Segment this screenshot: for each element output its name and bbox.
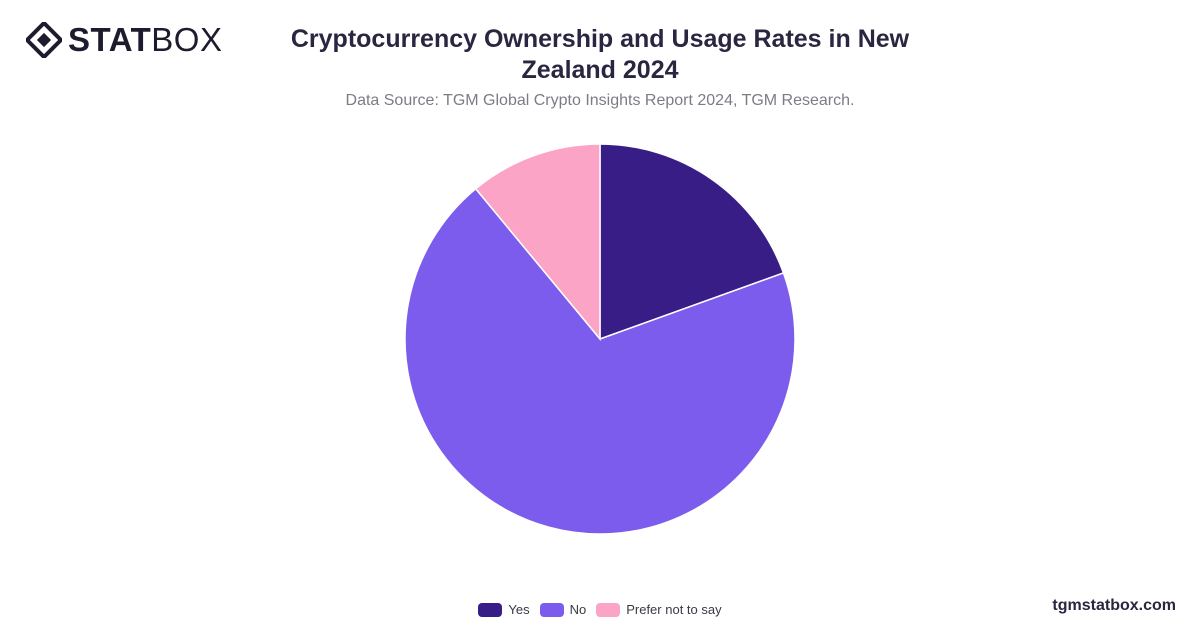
legend-label: Prefer not to say	[626, 602, 722, 617]
legend-label: Yes	[508, 602, 530, 617]
logo-stat-text: STAT	[68, 21, 152, 58]
brand-url[interactable]: tgmstatbox.com	[1052, 597, 1176, 614]
legend-item-yes[interactable]: Yes	[478, 602, 530, 617]
legend-swatch	[478, 602, 503, 617]
chart-legend: Yes No Prefer not to say	[0, 602, 1200, 617]
statbox-logo[interactable]: STATBOX	[26, 22, 222, 58]
diamond-logo-icon	[26, 22, 62, 58]
chart-subtitle: Data Source: TGM Global Crypto Insights …	[345, 92, 855, 109]
chart-title: Cryptocurrency Ownership and Usage Rates…	[290, 25, 910, 84]
legend-item-prefer-not-to-say[interactable]: Prefer not to say	[596, 602, 722, 617]
pie-slice-no[interactable]	[404, 187, 796, 535]
logo-wordmark: STATBOX	[68, 22, 222, 58]
pie-slice-prefer-not-to-say[interactable]	[474, 143, 601, 342]
legend-swatch	[539, 602, 564, 617]
pie-slice-yes[interactable]	[599, 143, 785, 341]
legend-swatch	[596, 602, 621, 617]
legend-item-no[interactable]: No	[539, 602, 587, 617]
legend-label: No	[569, 602, 587, 617]
logo-box-text: BOX	[151, 21, 223, 58]
